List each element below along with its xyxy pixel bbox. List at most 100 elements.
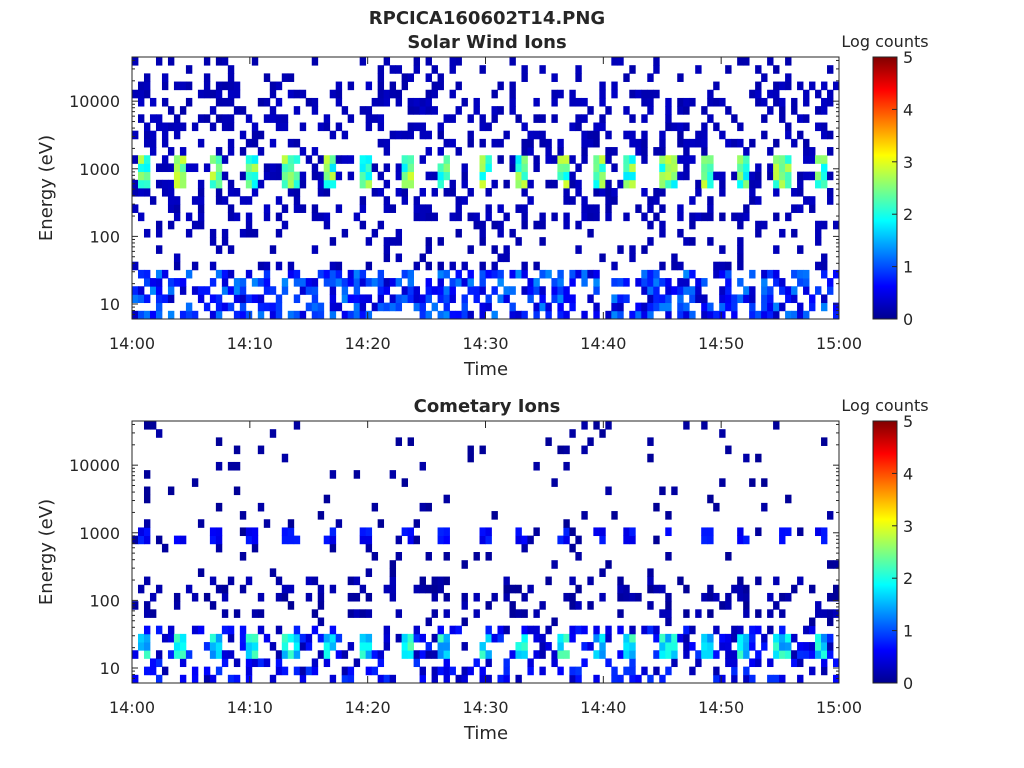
heatmap-cell xyxy=(425,584,432,594)
heatmap-cell xyxy=(389,584,397,594)
heatmap-cell xyxy=(569,294,576,304)
heatmap-cell xyxy=(683,421,690,430)
heatmap-cell xyxy=(455,147,462,156)
heatmap-cell xyxy=(305,633,313,643)
heatmap-cell xyxy=(143,138,151,148)
heatmap-cell xyxy=(173,633,181,643)
heatmap-cell xyxy=(827,130,834,140)
heatmap-cell xyxy=(677,204,684,213)
colorbar-gradient-cometary xyxy=(872,420,898,684)
heatmap-cell xyxy=(695,65,702,74)
heatmap-cell xyxy=(671,171,678,181)
heatmap-cell xyxy=(701,130,708,140)
heatmap-cell xyxy=(653,302,660,312)
heatmap-cell xyxy=(437,147,444,156)
heatmap-cell xyxy=(773,163,780,173)
heatmap-cell xyxy=(137,188,145,197)
heatmap-cell xyxy=(215,245,223,254)
heatmap-cell xyxy=(179,674,187,684)
heatmap-cell xyxy=(497,138,504,148)
heatmap-cell xyxy=(467,245,474,254)
heatmap-cell xyxy=(203,163,211,173)
heatmap-cell xyxy=(677,97,684,107)
heatmap-cell xyxy=(809,642,816,651)
heatmap-cell xyxy=(749,642,756,651)
heatmap-cell xyxy=(335,155,343,164)
heatmap-cell xyxy=(593,122,600,132)
heatmap-cell xyxy=(521,543,528,553)
heatmap-cell xyxy=(581,642,588,651)
heatmap-cell xyxy=(821,609,828,618)
heatmap-cell xyxy=(755,658,762,668)
heatmap-cell xyxy=(725,650,732,659)
heatmap-cell xyxy=(167,188,175,197)
heatmap-cell xyxy=(359,171,367,181)
heatmap-cell xyxy=(407,179,414,189)
heatmap-cell xyxy=(179,179,187,189)
heatmap-cell xyxy=(707,302,714,312)
heatmap-cell xyxy=(533,461,540,471)
heatmap-cell xyxy=(287,601,295,610)
heatmap-cell xyxy=(161,179,169,189)
heatmap-cell xyxy=(299,171,307,181)
heatmap-cell xyxy=(707,592,714,602)
heatmap-cell xyxy=(671,658,678,668)
heatmap-cell xyxy=(521,310,528,320)
heatmap-cell xyxy=(713,310,720,320)
heatmap-cell xyxy=(347,114,355,123)
heatmap-cell xyxy=(647,204,654,213)
heatmap-cell xyxy=(467,310,474,320)
heatmap-cell xyxy=(629,65,636,74)
heatmap-cell xyxy=(137,294,145,304)
heatmap-cell xyxy=(749,269,756,279)
heatmap-cell xyxy=(299,633,307,643)
heatmap-cell xyxy=(407,122,414,132)
heatmap-cell xyxy=(821,650,828,659)
heatmap-cell xyxy=(377,519,385,528)
heatmap-cell xyxy=(407,269,414,279)
heatmap-cell xyxy=(132,155,139,164)
heatmap-cell xyxy=(779,527,786,537)
heatmap-cell xyxy=(335,122,343,132)
heatmap-cell xyxy=(761,294,768,304)
heatmap-cell xyxy=(437,179,444,189)
heatmap-cell xyxy=(563,294,570,304)
heatmap-cell xyxy=(629,527,636,537)
heatmap-cell xyxy=(275,122,283,132)
heatmap-cell xyxy=(179,535,187,545)
x-tick-label: 14:20 xyxy=(345,334,391,353)
heatmap-cell xyxy=(311,302,319,312)
heatmap-cell xyxy=(707,212,714,222)
heatmap-cell xyxy=(233,445,241,455)
heatmap-cell xyxy=(605,633,612,643)
heatmap-cell xyxy=(239,310,247,320)
heatmap-cell xyxy=(821,179,828,189)
heatmap-cell xyxy=(221,237,229,246)
heatmap-cell xyxy=(713,81,720,91)
heatmap-cell xyxy=(425,171,432,181)
heatmap-cell xyxy=(485,552,492,561)
heatmap-cell xyxy=(317,617,325,627)
heatmap-cell xyxy=(485,527,492,537)
heatmap-cell xyxy=(701,302,708,312)
heatmap-cell xyxy=(215,584,223,594)
heatmap-cell xyxy=(749,196,756,205)
heatmap-cell xyxy=(659,220,666,230)
heatmap-cell xyxy=(371,302,379,312)
heatmap-cell xyxy=(647,576,654,586)
heatmap-cell xyxy=(455,278,462,287)
heatmap-cell xyxy=(143,601,151,610)
heatmap-cell xyxy=(413,584,420,594)
heatmap-cell xyxy=(461,674,468,684)
heatmap-cell xyxy=(323,269,331,279)
heatmap-cell xyxy=(563,310,570,320)
heatmap-cell xyxy=(737,212,744,222)
heatmap-cell xyxy=(821,155,828,164)
heatmap-cell xyxy=(617,278,624,287)
heatmap-cell xyxy=(659,261,666,271)
heatmap-cell xyxy=(257,609,265,618)
heatmap-cell xyxy=(395,294,403,304)
heatmap-cell xyxy=(173,122,181,132)
heatmap-cell xyxy=(557,89,564,99)
heatmap-cell xyxy=(461,97,468,107)
